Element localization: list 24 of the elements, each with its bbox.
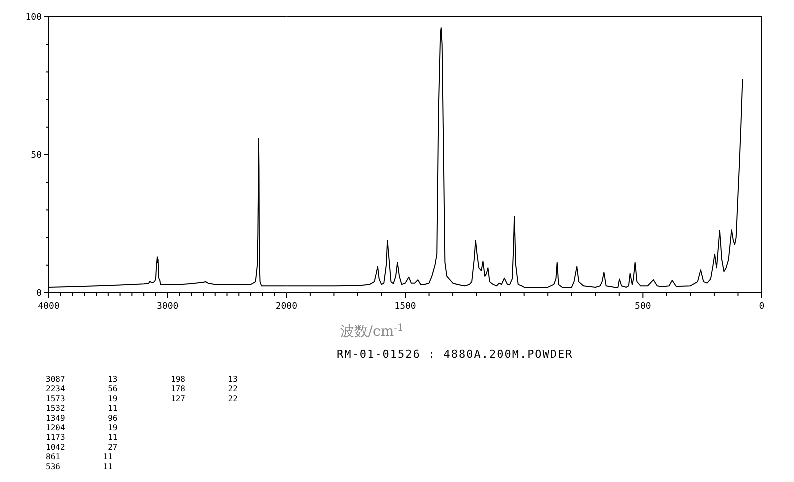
- text: 2234 56: [46, 384, 118, 394]
- x-tick-label: 500: [635, 302, 652, 312]
- y-tick-label: 0: [36, 289, 42, 299]
- text: 1573 19: [46, 394, 118, 404]
- text: 178 22: [171, 384, 238, 394]
- x-tick-label: 0: [759, 302, 765, 312]
- y-tick-label: 100: [26, 13, 42, 23]
- text: 536 11: [46, 462, 114, 472]
- text: 3087 13: [46, 375, 118, 384]
- text: 1173 11: [46, 433, 118, 442]
- x-tick-label: 2000: [276, 302, 298, 312]
- text: RM-01-01526 : 4880A.200M.POWDER: [337, 348, 574, 361]
- x-tick-label: 4000: [38, 302, 60, 312]
- y-tick-label: 50: [31, 151, 42, 161]
- text: 1349 96: [46, 414, 118, 423]
- text: 198 13: [171, 375, 238, 384]
- text: 861 11: [46, 452, 114, 462]
- text: 1042 27: [46, 442, 118, 452]
- text: 1532 11: [46, 404, 118, 414]
- x-tick-label: 1500: [394, 302, 416, 312]
- text: 1204 19: [46, 424, 118, 432]
- x-axis-title: 波数/cm$^{-1}$: [340, 322, 404, 340]
- text: 127 22: [171, 394, 238, 404]
- x-tick-label: 3000: [156, 302, 179, 312]
